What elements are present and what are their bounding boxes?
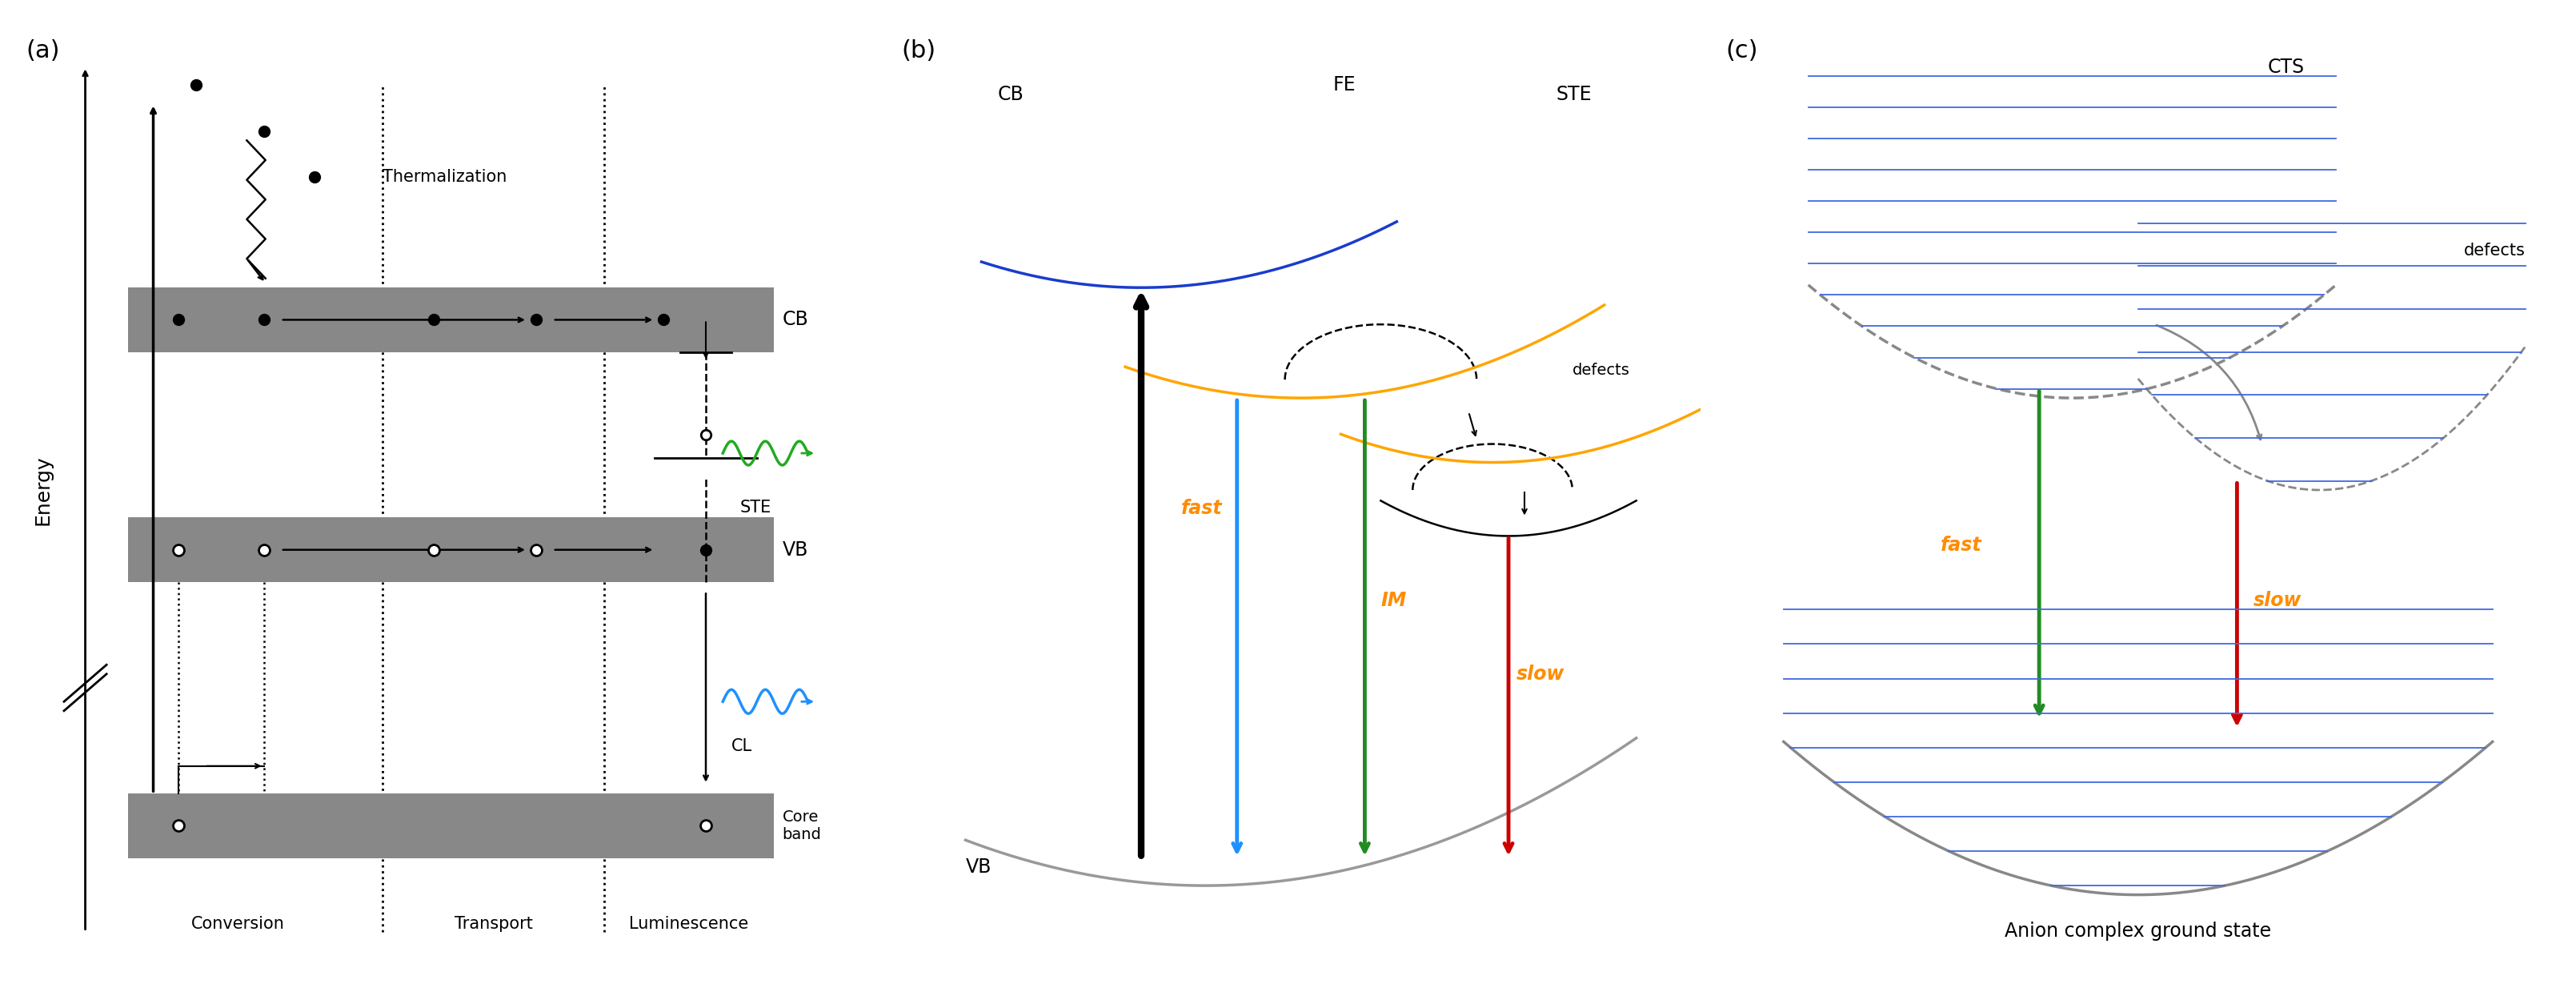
Text: CTS: CTS	[2267, 58, 2306, 77]
Text: FE: FE	[1332, 76, 1355, 95]
Text: Anion complex ground state: Anion complex ground state	[2004, 922, 2272, 941]
Bar	[129, 288, 773, 352]
Text: Energy: Energy	[33, 455, 52, 525]
Text: STE: STE	[739, 499, 770, 515]
Text: VB: VB	[783, 540, 809, 559]
Text: VB: VB	[966, 858, 992, 877]
Text: CL: CL	[732, 738, 752, 754]
Text: (b): (b)	[902, 39, 935, 62]
Bar	[129, 794, 773, 858]
Bar	[129, 518, 773, 582]
Text: slow: slow	[2254, 591, 2303, 610]
Text: Thermalization: Thermalization	[384, 169, 507, 185]
Text: CB: CB	[783, 310, 809, 329]
Text: fast: fast	[1940, 536, 1981, 555]
Text: fast: fast	[1180, 499, 1224, 518]
Text: defects: defects	[2465, 243, 2524, 259]
Text: Core
band: Core band	[783, 809, 822, 842]
Text: defects: defects	[1571, 363, 1631, 378]
Text: CB: CB	[997, 85, 1023, 104]
Text: Transport: Transport	[453, 916, 533, 932]
Text: (c): (c)	[1726, 39, 1759, 62]
Text: slow: slow	[1517, 664, 1564, 684]
Text: STE: STE	[1556, 85, 1592, 104]
Text: IM: IM	[1381, 591, 1406, 610]
Text: (a): (a)	[26, 39, 59, 62]
Text: Luminescence: Luminescence	[629, 916, 750, 932]
Text: Conversion: Conversion	[191, 916, 286, 932]
